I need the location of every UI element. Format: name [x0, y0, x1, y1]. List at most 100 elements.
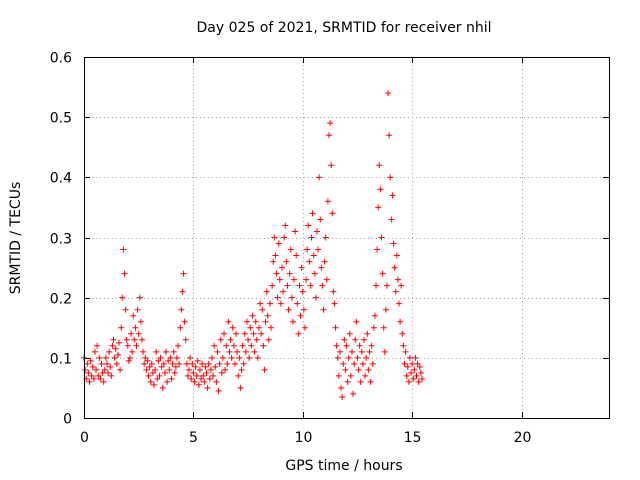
data-point [205, 360, 212, 367]
data-point [157, 354, 164, 361]
data-point [227, 336, 234, 343]
data-point [308, 234, 315, 241]
data-point [231, 360, 238, 367]
data-point [219, 354, 226, 361]
data-point [293, 252, 300, 259]
data-point [368, 342, 375, 349]
data-point [256, 324, 262, 331]
data-point [356, 342, 363, 349]
data-point [190, 369, 197, 376]
data-point [200, 372, 207, 379]
data-point [134, 306, 141, 313]
data-point [412, 354, 419, 361]
data-point [346, 330, 353, 337]
data-point [380, 324, 387, 331]
x-tick-label: 0 [80, 430, 89, 446]
data-point [413, 372, 420, 379]
data-point [358, 348, 365, 355]
data-point [300, 306, 307, 313]
data-point [394, 276, 401, 283]
data-point [235, 372, 242, 379]
data-point [258, 330, 265, 337]
data-point [186, 366, 192, 373]
data-points [81, 90, 425, 400]
data-point [146, 363, 153, 370]
data-point [382, 306, 389, 313]
data-point [303, 276, 310, 283]
data-point [82, 366, 89, 373]
data-point [353, 318, 360, 325]
data-point [348, 348, 355, 355]
data-point [89, 363, 96, 370]
data-point [246, 354, 253, 361]
data-point [357, 378, 364, 385]
data-point [107, 363, 114, 370]
data-point [301, 324, 308, 331]
data-point [145, 372, 152, 379]
data-point [236, 354, 243, 361]
data-point [144, 357, 151, 364]
data-point [224, 360, 231, 367]
data-point [392, 288, 399, 295]
data-point [344, 378, 351, 385]
data-point [217, 336, 224, 343]
data-point [204, 384, 211, 391]
data-point [95, 372, 102, 379]
data-point [192, 363, 199, 370]
data-point [242, 348, 249, 355]
data-point [406, 354, 413, 361]
data-point [409, 360, 416, 367]
data-point [207, 366, 214, 373]
data-point [149, 369, 156, 376]
data-point [264, 312, 271, 319]
data-point [259, 306, 266, 313]
data-point [270, 258, 277, 265]
data-point [85, 369, 92, 376]
data-point [234, 348, 241, 355]
data-point [88, 372, 95, 379]
data-point [129, 348, 136, 355]
data-point [147, 378, 154, 385]
data-point [195, 381, 202, 388]
data-point [333, 342, 340, 349]
data-point [304, 246, 311, 253]
data-point [331, 300, 338, 307]
data-point [245, 336, 252, 343]
data-point [167, 354, 174, 361]
data-point [110, 336, 117, 343]
data-point [379, 270, 386, 277]
data-point [251, 348, 258, 355]
data-point [399, 330, 406, 337]
data-point [210, 372, 217, 379]
data-point [317, 216, 324, 223]
data-point [341, 336, 348, 343]
data-point [100, 378, 107, 385]
data-point [223, 342, 230, 349]
y-axis-label: SRMTID / TECUs [8, 182, 24, 295]
data-point [243, 318, 250, 325]
data-point [171, 369, 178, 376]
data-point [273, 270, 280, 277]
data-point [249, 312, 256, 319]
data-point [269, 282, 276, 289]
data-point [278, 264, 285, 271]
data-point [334, 354, 341, 361]
data-point [241, 330, 248, 337]
data-point [84, 360, 91, 367]
data-point [352, 336, 359, 343]
data-point [166, 366, 173, 373]
data-point [90, 375, 97, 382]
data-point [398, 282, 405, 289]
data-point [288, 294, 295, 301]
data-point [292, 228, 299, 235]
data-point [373, 282, 380, 289]
data-point [179, 288, 186, 295]
data-point [91, 348, 98, 355]
data-point [417, 369, 424, 376]
data-point [322, 234, 329, 241]
data-point [182, 336, 189, 343]
data-point [418, 375, 425, 382]
data-point [228, 354, 235, 361]
y-tick-label: 0.3 [50, 232, 72, 248]
